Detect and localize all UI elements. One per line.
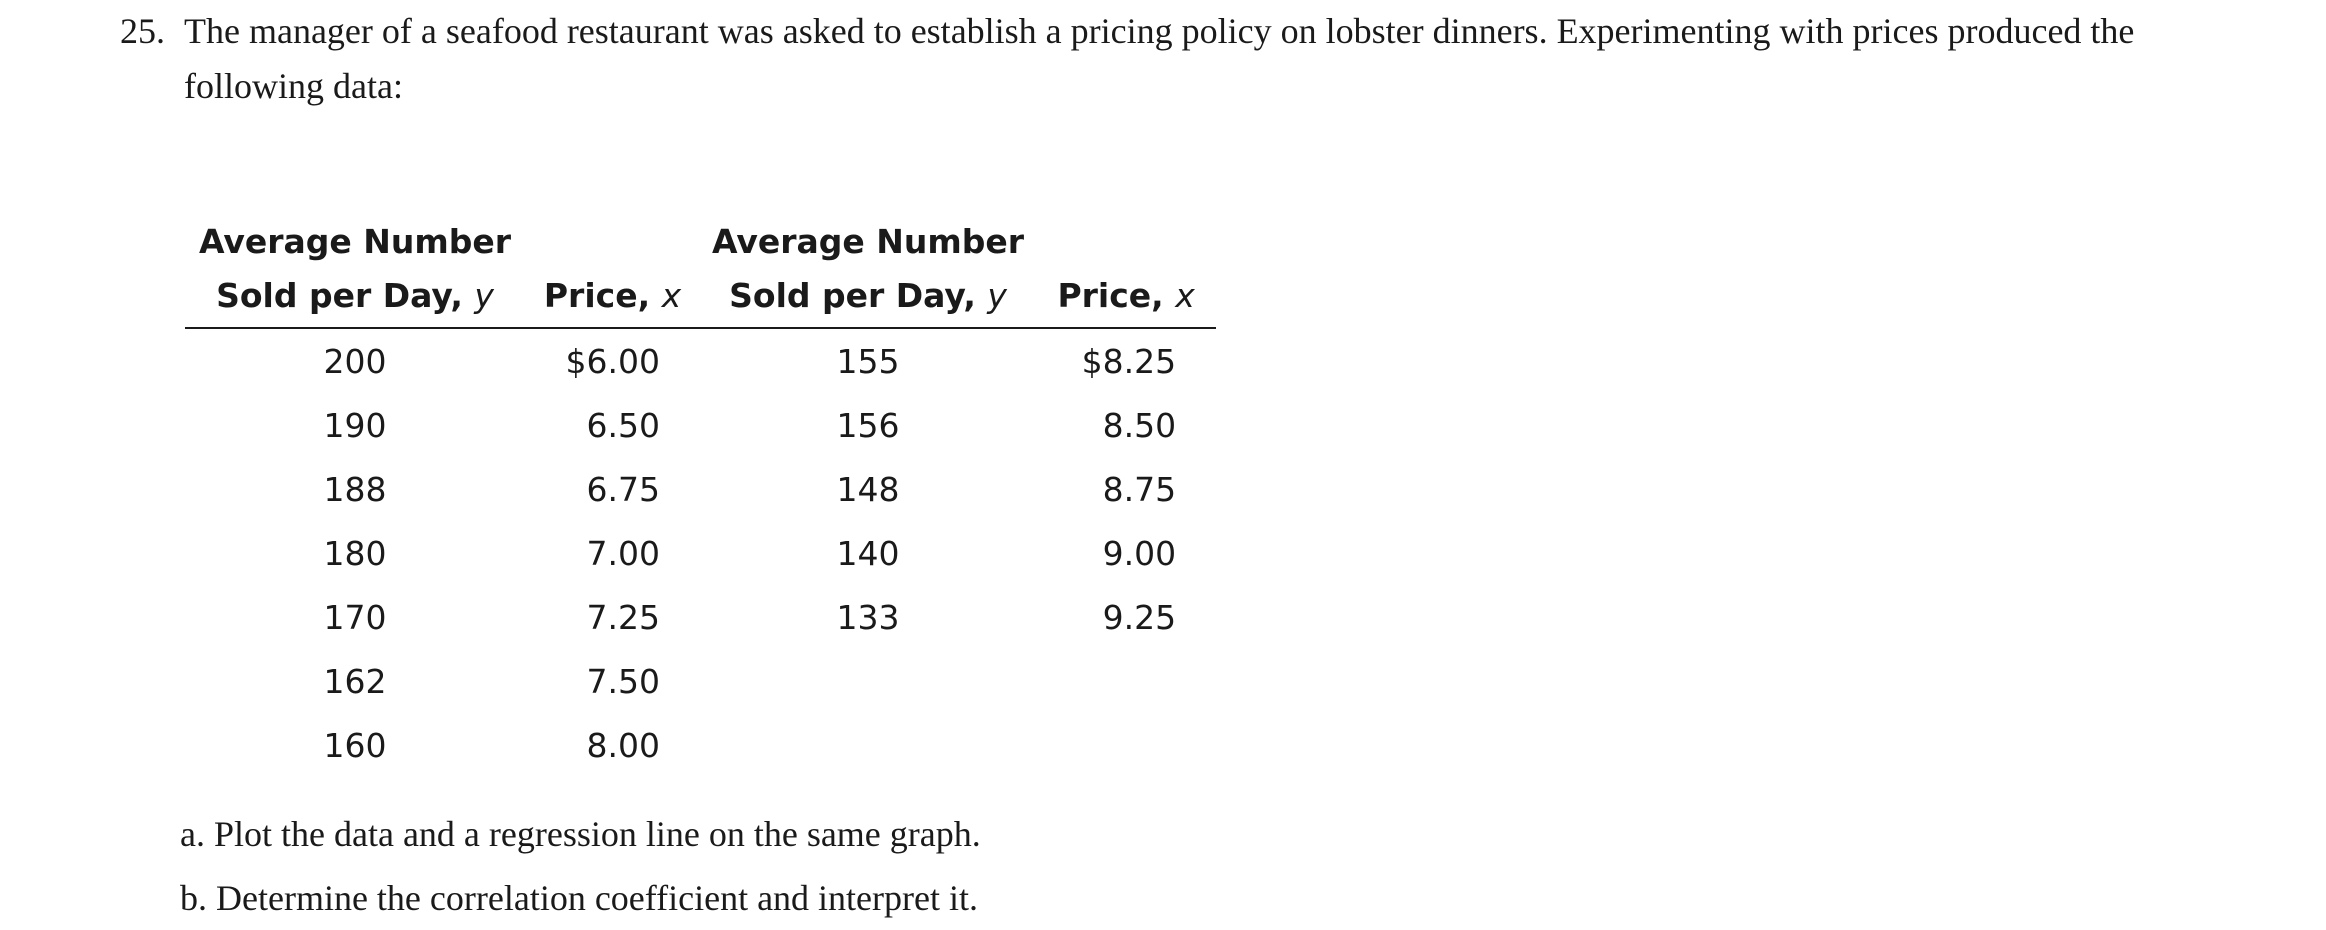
problem-number: 25.: [120, 11, 165, 51]
table-row: 188 6.75 148 8.75: [185, 457, 1216, 521]
sold-per-day-cell: 133: [836, 597, 900, 637]
price-cell: 7.50: [586, 661, 660, 701]
price-cell: $8.25: [1081, 341, 1177, 381]
price-cell: 8.50: [1102, 405, 1177, 445]
table-row: 170 7.25 133 9.25: [185, 585, 1216, 649]
data-table: Average Number Average Number Sold per D…: [185, 215, 1217, 777]
sold-per-day-cell: 180: [323, 533, 387, 573]
table-row: 180 7.00 140 9.00: [185, 521, 1216, 585]
price-cell: 8.00: [586, 725, 660, 765]
col1-header-line1: Average Number: [198, 222, 512, 261]
table-row: 190 6.50 156 8.50: [185, 393, 1216, 457]
col3-header-line1: Average Number: [712, 222, 1025, 261]
price-cell: 8.75: [1102, 469, 1177, 509]
empty-cell: [700, 649, 1036, 713]
table-row: 162 7.50: [185, 649, 1216, 713]
sold-per-day-cell: 160: [323, 725, 387, 765]
sold-per-day-cell: 155: [836, 341, 900, 381]
problem-statement: 25. The manager of a seafood restaurant …: [120, 4, 2280, 114]
sold-per-day-cell: 162: [323, 661, 387, 701]
price-cell: 9.00: [1102, 533, 1177, 573]
col4-header: Price, x: [1036, 269, 1217, 329]
col3-header-line2: Sold per Day, y: [700, 269, 1037, 329]
table-header-row: Average Number Average Number: [185, 215, 1216, 269]
sold-per-day-cell: 188: [323, 469, 387, 509]
sold-per-day-cell: 156: [836, 405, 900, 445]
question-a: a. Plot the data and a regression line o…: [180, 814, 981, 854]
price-cell: 7.00: [586, 533, 660, 573]
col2-header: Price, x: [525, 269, 700, 329]
col1-header-line2: Sold per Day, y: [185, 269, 525, 329]
empty-cell: [1036, 713, 1216, 777]
sold-per-day-cell: 200: [323, 341, 387, 381]
empty-cell: [1036, 649, 1216, 713]
question-list: a. Plot the data and a regression line o…: [180, 802, 981, 930]
sold-per-day-cell: 140: [836, 533, 900, 573]
table-header-row: Sold per Day, y Price, x Sold per Day, y…: [185, 269, 1217, 329]
price-cell: $6.00: [565, 341, 660, 381]
sold-per-day-cell: 190: [323, 405, 387, 445]
question-b: b. Determine the correlation coefficient…: [180, 878, 978, 918]
table-row: 200 $6.00 155 $8.25: [185, 328, 1216, 393]
table-row: 160 8.00: [185, 713, 1216, 777]
sold-per-day-cell: 170: [323, 597, 387, 637]
price-cell: 6.50: [586, 405, 660, 445]
price-cell: 7.25: [586, 597, 660, 637]
problem-text: The manager of a seafood restaurant was …: [184, 11, 2135, 106]
price-cell: 6.75: [586, 469, 660, 509]
empty-cell: [700, 713, 1036, 777]
price-cell: 9.25: [1102, 597, 1177, 637]
sold-per-day-cell: 148: [836, 469, 900, 509]
